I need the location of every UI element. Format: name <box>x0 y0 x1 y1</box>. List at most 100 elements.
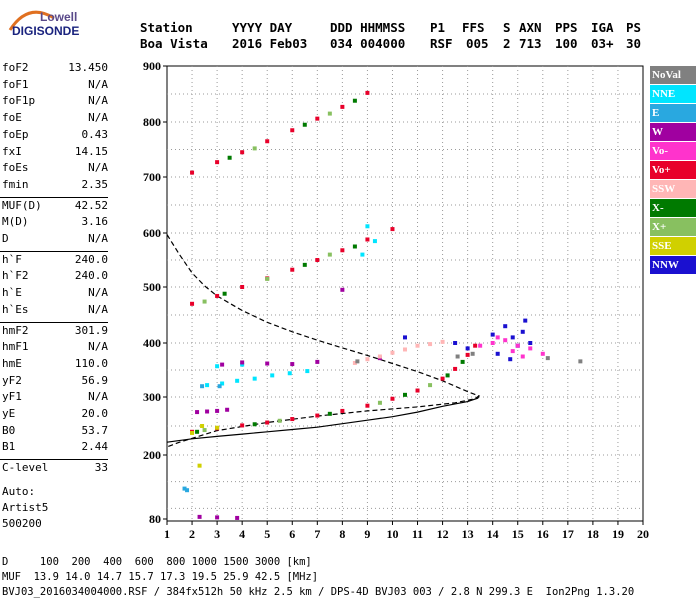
param-value: 301.9 <box>74 323 108 337</box>
echo-point-ssw <box>415 343 420 348</box>
param-row: hmF1 N/A <box>2 340 108 356</box>
param-row: B1 2.44 <box>2 440 108 456</box>
param-row: h`Es N/A <box>2 303 108 319</box>
param-value: 2.44 <box>81 440 109 454</box>
header-val: 2016 Feb03 <box>232 36 308 51</box>
echo-point-w <box>215 515 220 520</box>
param-row: C-level 33 <box>2 461 108 477</box>
echo-point-noval <box>355 359 360 364</box>
echo-point-ssw <box>377 354 382 359</box>
echo-point-w <box>215 408 220 413</box>
echo-point-w <box>205 409 210 414</box>
echo-point-x <box>327 111 332 116</box>
param-value: 110.0 <box>74 356 108 370</box>
echo-point-sse <box>197 463 202 468</box>
echo-point-nne <box>305 369 310 374</box>
x-tick-label: 4 <box>239 527 245 541</box>
echo-point-nnw <box>510 335 515 340</box>
x-tick-label: 12 <box>437 527 449 541</box>
param-row: fmin 2.35 <box>2 178 108 194</box>
param-name: h`Es <box>2 302 29 316</box>
param-value: N/A <box>88 94 108 108</box>
header-val: 713 <box>519 36 542 51</box>
echo-point-vo <box>415 388 420 393</box>
param-row: yF1 N/A <box>2 390 108 406</box>
echo-point-nnw <box>508 357 513 362</box>
echo-point-x <box>327 411 332 416</box>
footer-muf-line: MUF 13.9 14.0 14.7 15.7 17.3 19.5 25.9 4… <box>2 571 319 583</box>
echo-point-nne <box>372 239 377 244</box>
legend-item-x: X- <box>650 199 696 217</box>
auto-label: Auto: <box>2 485 36 498</box>
header-col: DDD HHMMSS <box>330 20 406 35</box>
param-name: yE <box>2 407 16 420</box>
param-value: N/A <box>88 232 108 245</box>
echo-point-vo <box>520 354 525 359</box>
echo-point-vo <box>340 104 345 109</box>
echo-point-w <box>315 359 320 364</box>
param-row: hmF2 301.9 <box>2 324 108 340</box>
logo-lowell: Lowell <box>40 10 78 24</box>
legend-item-nne: NNE <box>650 85 696 103</box>
echo-point-nnw <box>528 341 533 345</box>
echo-point-vo <box>315 413 320 418</box>
echo-point-x <box>302 262 307 267</box>
param-name: C-level <box>2 461 49 475</box>
echo-point-nnw <box>465 346 470 351</box>
echo-point-vo <box>340 408 345 413</box>
legend-item-nnw: NNW <box>650 256 696 274</box>
legend-item-ssw: SSW <box>650 180 696 198</box>
echo-point-vo <box>290 267 295 272</box>
echo-point-nne <box>240 362 245 367</box>
header-col: AXN <box>519 20 542 35</box>
x-tick-label: 2 <box>189 527 195 541</box>
echo-point-nne <box>220 381 225 386</box>
param-name: h`E <box>2 286 22 300</box>
echo-point-x <box>460 359 465 364</box>
echo-point-nnw <box>503 324 508 329</box>
echo-point-nnw <box>495 351 500 356</box>
y-tick-label: 600 <box>143 226 161 240</box>
echo-point-nnw <box>523 318 528 323</box>
param-row: hmE 110.0 <box>2 357 108 373</box>
echo-point-w <box>240 360 245 365</box>
param-row: foF1p N/A <box>2 94 108 110</box>
param-row: fxI 14.15 <box>2 145 108 161</box>
param-name: hmF2 <box>2 323 29 337</box>
echo-point-w <box>265 361 270 366</box>
echo-point-x <box>445 373 450 378</box>
echo-point-vo <box>190 170 195 175</box>
digisonde-logo-arc <box>8 10 55 31</box>
param-value: 3.16 <box>81 215 109 229</box>
echo-point-nnw <box>490 332 495 337</box>
echo-point-sse <box>215 425 220 430</box>
echo-point-nne <box>252 376 257 381</box>
echo-point-w <box>195 410 200 415</box>
echo-point-x <box>195 429 200 434</box>
param-value: N/A <box>88 390 108 404</box>
echo-point-x <box>327 252 332 257</box>
param-name: foF1 <box>2 77 29 91</box>
param-name: yF2 <box>2 373 22 387</box>
y-tick-label: 900 <box>143 59 161 73</box>
x-tick-label: 19 <box>612 527 624 541</box>
echo-point-nne <box>365 224 370 229</box>
param-name: hmE <box>2 356 22 370</box>
param-separator <box>0 459 108 461</box>
echo-point-vo <box>265 139 270 144</box>
echo-point-nne <box>270 373 275 378</box>
echo-point-ssw <box>390 350 395 355</box>
echo-point-vo <box>240 150 245 155</box>
echo-point-vo <box>365 403 370 408</box>
echo-point-w <box>225 407 230 412</box>
param-row: h`F2 240.0 <box>2 269 108 285</box>
echo-point-nne <box>287 371 292 376</box>
echo-point-vo <box>315 258 320 262</box>
echo-point-e <box>217 384 222 389</box>
param-value: N/A <box>88 302 108 316</box>
echo-point-x <box>428 383 433 388</box>
echo-point-x <box>227 155 232 160</box>
header-val: 005 <box>466 36 489 51</box>
header-val: 034 004000 <box>330 36 406 51</box>
